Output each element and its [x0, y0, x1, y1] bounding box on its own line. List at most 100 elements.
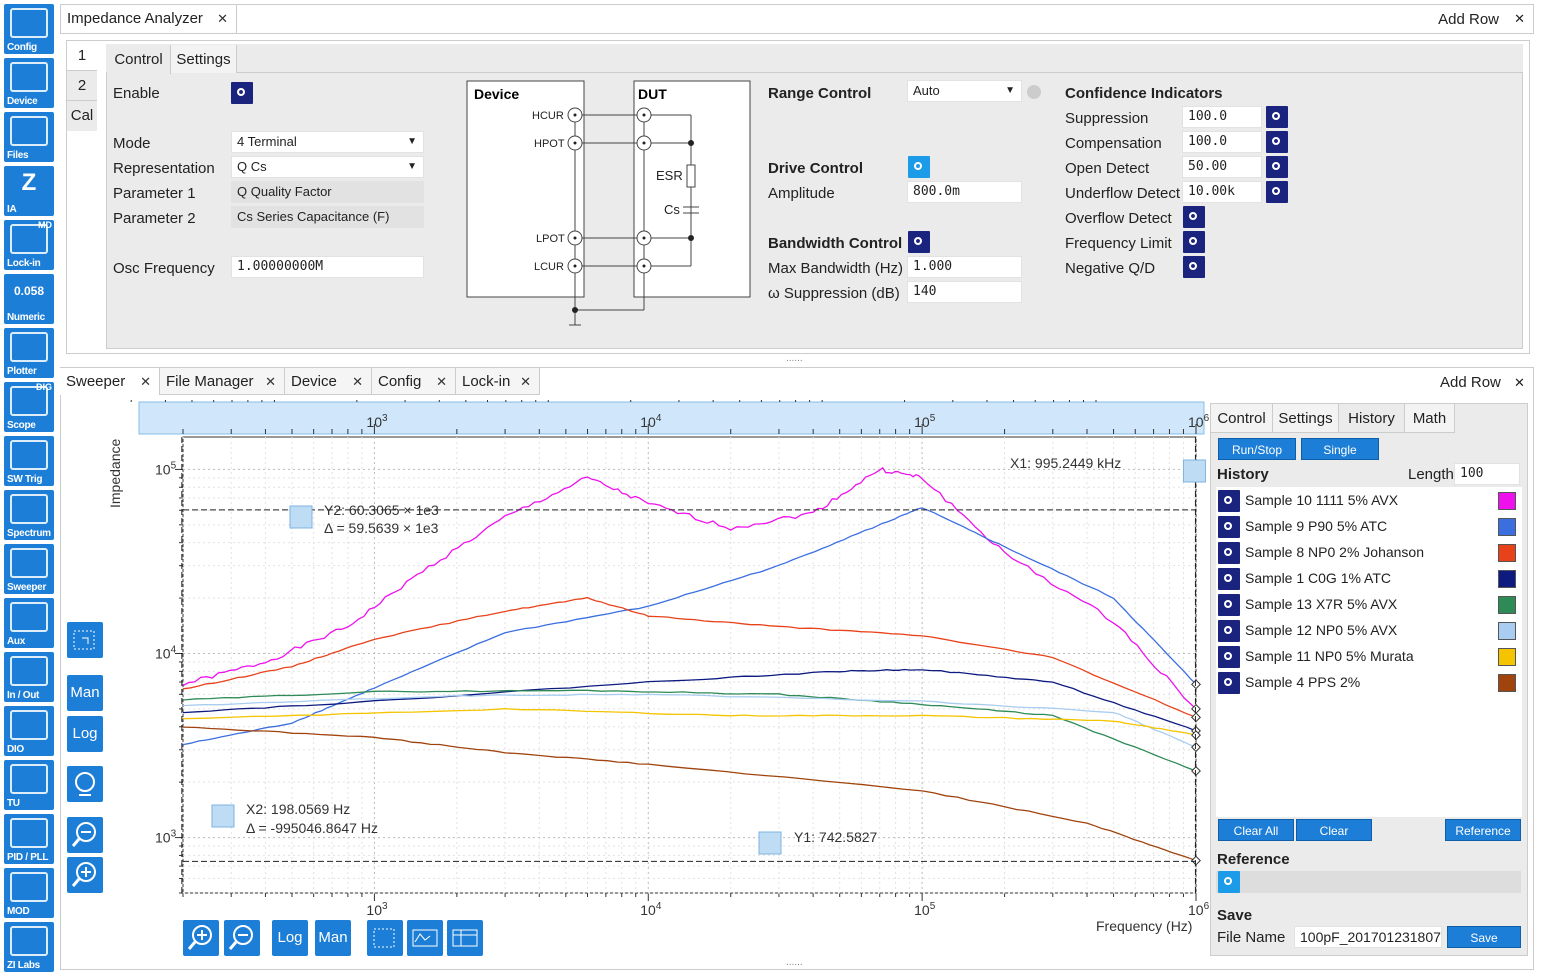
clear-button[interactable]: Clear: [1296, 819, 1372, 841]
y-man-button[interactable]: Man: [67, 675, 103, 711]
history-row[interactable]: Sample 11 NP0 5% Murata: [1218, 646, 1520, 668]
omega-suppression-input[interactable]: 140: [907, 281, 1022, 303]
sidebar-item-tu[interactable]: TU: [4, 760, 54, 810]
tab-math[interactable]: Math: [1405, 404, 1455, 433]
sidebar-item-sweeper[interactable]: Sweeper: [4, 544, 54, 594]
run-stop-button[interactable]: Run/Stop: [1218, 438, 1296, 460]
y-zoom-out-button[interactable]: [67, 817, 103, 853]
tab-sweeper[interactable]: Sweeper ✕: [60, 367, 160, 395]
history-visible-toggle[interactable]: [1218, 516, 1240, 538]
history-color-swatch[interactable]: [1498, 518, 1516, 536]
confidence-input[interactable]: 100.0: [1182, 106, 1262, 128]
history-visible-toggle[interactable]: [1218, 646, 1240, 668]
history-row[interactable]: Sample 1 C0G 1% ATC: [1218, 568, 1520, 590]
add-row-button[interactable]: Add Row: [1438, 11, 1499, 28]
tab-settings[interactable]: Settings: [1273, 404, 1339, 433]
max-bandwidth-input[interactable]: 1.000: [907, 256, 1022, 278]
reference-button[interactable]: Reference: [1445, 819, 1521, 841]
single-button[interactable]: Single: [1301, 438, 1379, 460]
sidebar-item-sw-trig[interactable]: SW Trig: [4, 436, 54, 486]
confidence-input[interactable]: 10.00k: [1182, 181, 1262, 203]
sidebar-item-zi-labs[interactable]: ZI Labs: [4, 922, 54, 972]
close-icon[interactable]: ✕: [352, 374, 363, 389]
history-visible-toggle[interactable]: [1218, 490, 1240, 512]
file-name-input[interactable]: 100pF_201701231807: [1294, 926, 1442, 948]
sidebar-item-plotter[interactable]: Plotter: [4, 328, 54, 378]
x-zoom-in-button[interactable]: [183, 920, 219, 956]
history-row[interactable]: Sample 8 NP0 2% Johanson: [1218, 542, 1520, 564]
cursor-select-button[interactable]: [67, 622, 103, 658]
enable-toggle[interactable]: [231, 82, 253, 104]
table-tool-button[interactable]: [447, 920, 483, 956]
sidebar-item-ia[interactable]: Z IA: [4, 166, 54, 216]
history-visible-toggle[interactable]: [1218, 542, 1240, 564]
history-row[interactable]: Sample 9 P90 5% ATC: [1218, 516, 1520, 538]
history-row[interactable]: Sample 13 X7R 5% AVX: [1218, 594, 1520, 616]
close-icon[interactable]: ✕: [265, 374, 276, 389]
close-icon[interactable]: ✕: [217, 11, 228, 26]
drive-control-toggle[interactable]: [908, 156, 930, 178]
sidebar-item-device[interactable]: Device: [4, 58, 54, 108]
history-visible-toggle[interactable]: [1218, 594, 1240, 616]
representation-select[interactable]: Q Cs: [231, 156, 424, 178]
add-row-button-bottom[interactable]: Add Row: [1440, 374, 1501, 391]
sidebar-item-pid-pll[interactable]: PID / PLL: [4, 814, 54, 864]
history-color-swatch[interactable]: [1498, 648, 1516, 666]
tab-settings[interactable]: Settings: [171, 45, 237, 73]
range-select[interactable]: Auto: [907, 80, 1022, 102]
history-visible-toggle[interactable]: [1218, 620, 1240, 642]
side-tab-2[interactable]: 2: [67, 71, 97, 101]
history-row[interactable]: Sample 10 1111 5% AVX: [1218, 490, 1520, 512]
x-zoom-out-button[interactable]: [224, 920, 260, 956]
reference-toggle[interactable]: [1218, 871, 1240, 893]
cursor-select-x-button[interactable]: [367, 920, 403, 956]
side-tab-1[interactable]: 1: [67, 41, 97, 71]
history-row[interactable]: Sample 4 PPS 2%: [1218, 672, 1520, 694]
tab-history[interactable]: History: [1339, 404, 1405, 433]
sidebar-item-scope[interactable]: DIG Scope: [4, 382, 54, 432]
history-visible-toggle[interactable]: [1218, 672, 1240, 694]
tab-lock-in[interactable]: Lock-in ✕: [456, 367, 540, 395]
history-color-swatch[interactable]: [1498, 596, 1516, 614]
splitter-handle-bottom[interactable]: ......: [786, 957, 803, 968]
tab-impedance-analyzer[interactable]: Impedance Analyzer ✕: [61, 5, 237, 33]
history-color-swatch[interactable]: [1498, 544, 1516, 562]
amplitude-input[interactable]: 800.0m: [907, 181, 1022, 203]
tab-control[interactable]: Control: [1211, 404, 1273, 433]
tab-config[interactable]: Config ✕: [372, 367, 456, 395]
sidebar-item-dio[interactable]: DIO: [4, 706, 54, 756]
confidence-input[interactable]: 50.00: [1182, 156, 1262, 178]
y-zoom-fit-button[interactable]: [67, 766, 103, 802]
impedance-chart[interactable]: 103103104104105105106106103104105Impedan…: [100, 400, 1210, 965]
close-icon[interactable]: ✕: [436, 374, 447, 389]
length-input[interactable]: 100: [1454, 463, 1520, 485]
bandwidth-control-toggle[interactable]: [908, 231, 930, 253]
side-tab-cal[interactable]: Cal: [67, 101, 97, 131]
sidebar-item-config[interactable]: Config: [4, 4, 54, 54]
clear-all-button[interactable]: Clear All: [1218, 819, 1294, 841]
splitter-handle[interactable]: ......: [786, 353, 803, 364]
sidebar-item-in-out[interactable]: In / Out: [4, 652, 54, 702]
save-button[interactable]: Save: [1447, 926, 1521, 948]
history-color-swatch[interactable]: [1498, 570, 1516, 588]
y-zoom-in-button[interactable]: [67, 857, 103, 893]
close-icon[interactable]: ✕: [140, 374, 151, 389]
tab-device[interactable]: Device ✕: [285, 367, 372, 395]
sidebar-item-spectrum[interactable]: Spectrum: [4, 490, 54, 540]
sidebar-item-files[interactable]: Files: [4, 112, 54, 162]
close-icon[interactable]: ✕: [520, 374, 531, 389]
x-man-button[interactable]: Man: [315, 920, 351, 956]
math-tool-button[interactable]: [407, 920, 443, 956]
close-icon[interactable]: ✕: [1514, 11, 1525, 26]
tab-control[interactable]: Control: [107, 45, 171, 74]
sidebar-item-mod[interactable]: MOD: [4, 868, 54, 918]
history-row[interactable]: Sample 12 NP0 5% AVX: [1218, 620, 1520, 642]
confidence-input[interactable]: 100.0: [1182, 131, 1262, 153]
history-color-swatch[interactable]: [1498, 492, 1516, 510]
history-color-swatch[interactable]: [1498, 622, 1516, 640]
history-color-swatch[interactable]: [1498, 674, 1516, 692]
sidebar-item-lock-in[interactable]: MD Lock-in: [4, 220, 54, 270]
osc-frequency-input[interactable]: 1.00000000M: [231, 256, 424, 278]
tab-file-manager[interactable]: File Manager ✕: [160, 367, 285, 395]
x-log-button[interactable]: Log: [272, 920, 308, 956]
